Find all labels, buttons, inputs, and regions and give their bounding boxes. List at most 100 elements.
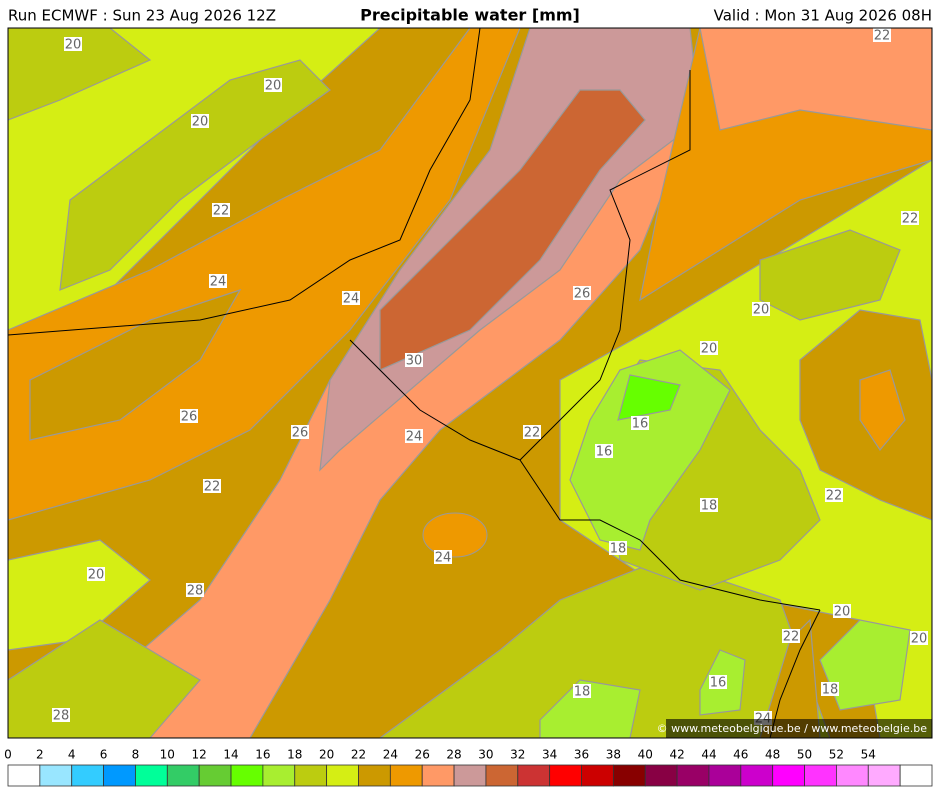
field <box>819 619 911 711</box>
field <box>59 59 331 291</box>
contour-label: 20 <box>911 632 928 647</box>
contour-label-bg <box>191 114 209 128</box>
field <box>8 28 152 121</box>
contour-label-bg <box>203 479 221 493</box>
colorbar-tick-label: 12 <box>192 748 207 762</box>
field <box>617 374 681 421</box>
colorbar-tick-label: 26 <box>415 748 430 762</box>
colorbar-tick-label: 34 <box>542 748 557 762</box>
colorbar-box <box>262 764 296 787</box>
contour-label-bg <box>52 708 70 722</box>
contour-label-bg <box>523 425 541 439</box>
copyright: © www.meteobelgique.be / www.meteobelgie… <box>657 722 928 735</box>
colorbar-tick-label: 18 <box>287 748 302 762</box>
contour-label-bg <box>700 341 718 355</box>
contour-label-bg <box>180 409 198 423</box>
colorbar-tick-label: 38 <box>606 748 621 762</box>
contour-label: 20 <box>753 303 770 318</box>
contour-label: 16 <box>632 417 649 432</box>
contour-label: 30 <box>406 354 423 369</box>
colorbar-tick-label: 46 <box>733 748 748 762</box>
colorbar-tick-label: 10 <box>160 748 175 762</box>
run-info: Run ECMWF : Sun 23 Aug 2026 12Z <box>8 7 276 25</box>
contour-label-bg <box>901 211 919 225</box>
colorbar-box <box>836 764 869 787</box>
contour-label: 20 <box>65 38 82 53</box>
contour-label: 26 <box>574 287 591 302</box>
contour-label-bg <box>609 541 627 555</box>
colorbar-tick-label: 50 <box>797 748 812 762</box>
colorbar-tick-label: 16 <box>255 748 270 762</box>
field <box>859 369 906 452</box>
colorbar-box <box>71 764 104 787</box>
contour-label-bg <box>782 629 800 643</box>
colorbar-box <box>198 764 232 787</box>
colorbar-box <box>326 764 359 787</box>
contour-label-bg <box>405 429 423 443</box>
colorbar-box <box>230 764 264 787</box>
contour-label-bg <box>910 631 928 645</box>
contour-label-bg <box>631 416 649 430</box>
colorbar-box <box>867 764 901 787</box>
contour-label: 22 <box>204 480 221 495</box>
border <box>349 70 691 461</box>
contour-label-bg <box>825 488 843 502</box>
colorbar-box <box>135 764 168 787</box>
contour-label: 20 <box>88 568 105 583</box>
contour-label-bg <box>709 675 727 689</box>
colorbar-box <box>612 764 646 787</box>
field <box>379 89 646 371</box>
contour-label: 22 <box>874 29 891 44</box>
contour-label-bg <box>186 583 204 597</box>
colorbar-tick-label: 28 <box>446 748 461 762</box>
colorbar-tick-label: 2 <box>36 748 44 762</box>
contour-label: 18 <box>610 542 627 557</box>
colorbar-box <box>421 764 455 787</box>
colorbar-tick-label: 30 <box>478 748 493 762</box>
contour-label-bg <box>700 498 718 512</box>
field <box>699 28 932 131</box>
contour-label: 22 <box>213 204 230 219</box>
contour-label: 16 <box>596 445 613 460</box>
contour-label-bg <box>209 274 227 288</box>
contour-label-bg <box>821 682 839 696</box>
colorbar-tick-label: 8 <box>132 748 140 762</box>
field <box>422 512 488 558</box>
colorbar-box <box>358 764 391 787</box>
colorbar-box <box>7 764 41 787</box>
colorbar-box <box>899 764 933 787</box>
contour-label: 16 <box>710 676 727 691</box>
colorbar-box <box>581 764 614 787</box>
colorbar-box <box>804 764 837 787</box>
colorbar-box <box>294 764 328 787</box>
contour-label: 18 <box>701 499 718 514</box>
colorbar-tick-label: 44 <box>701 748 716 762</box>
colorbar: 0 2 4 6 8 10 12 14 16 18 20 22 24 26 28 30 32 34 36 38 40 42 4… <box>4 748 933 787</box>
contour-label: 26 <box>181 410 198 425</box>
contour-label-bg <box>752 302 770 316</box>
contour-label-bg <box>873 28 891 42</box>
map-title: Precipitable water [mm] <box>360 6 580 25</box>
colorbar-tick-label: 24 <box>383 748 398 762</box>
contour-label: 20 <box>192 115 209 130</box>
contour-label-bg <box>595 444 613 458</box>
contour-label: 22 <box>826 489 843 504</box>
colorbar-box <box>676 764 710 787</box>
colorbar-tick-label: 0 <box>4 748 12 762</box>
contour-label: 28 <box>187 584 204 599</box>
contour-label: 22 <box>783 630 800 645</box>
field <box>759 618 821 738</box>
colorbar-tick-label: 20 <box>319 748 334 762</box>
contour-label-bg <box>434 550 452 564</box>
contour-label-bg <box>264 78 282 92</box>
colorbar-box <box>389 764 423 787</box>
contour-label: 26 <box>292 426 309 441</box>
contour-label: 18 <box>822 683 839 698</box>
colorbar-box <box>740 764 774 787</box>
colorbar-tick-label: 52 <box>829 748 844 762</box>
map-frame <box>7 27 933 739</box>
contour-label-bg <box>573 286 591 300</box>
colorbar-box <box>644 764 678 787</box>
colorbar-box <box>708 764 742 787</box>
